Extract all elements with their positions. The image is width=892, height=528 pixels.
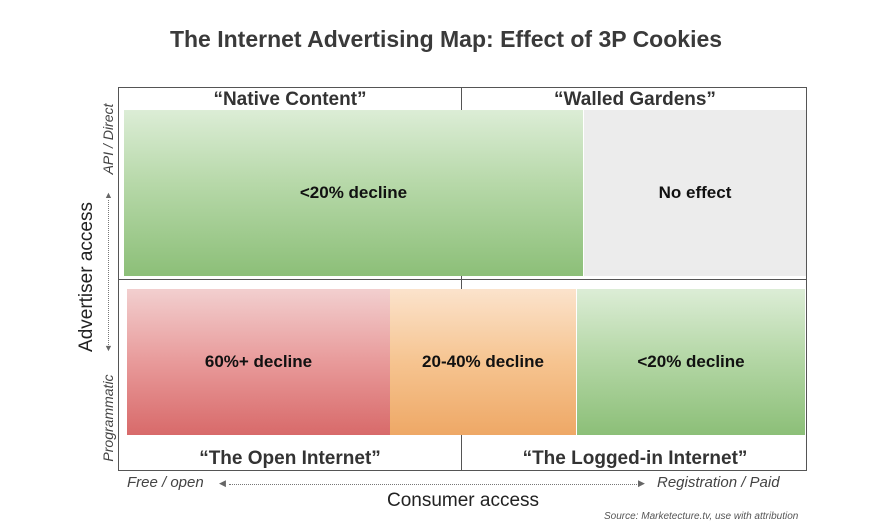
native-content-label: “Native Content”: [213, 89, 367, 110]
chart-title: The Internet Advertising Map: Effect of …: [169, 26, 723, 52]
logged-in-effect-label: <20% decline: [637, 352, 745, 371]
y-axis-top-tick: API / Direct: [100, 103, 116, 175]
native-content-effect-label: <20% decline: [299, 183, 408, 202]
open-internet-effect-box: 60%+ decline: [127, 289, 390, 435]
open-internet-effect-label: 60%+ decline: [204, 352, 313, 371]
walled-gardens-effect-box: No effect: [584, 110, 806, 276]
source-credit: Source: Marketecture.tv, use with attrib…: [604, 511, 799, 522]
y-axis-bottom-tick: Programmatic: [100, 374, 116, 462]
x-arrow-left-icon: ◀: [219, 478, 226, 488]
y-axis-dotted-line: [108, 200, 109, 345]
y-arrow-down-icon: ▼: [104, 343, 113, 353]
y-arrow-up-icon: ▲: [104, 190, 113, 200]
logged-in-internet-label: “The Logged-in Internet”: [522, 448, 748, 469]
x-axis-right-tick: Registration / Paid: [657, 474, 780, 491]
horizontal-divider: [118, 279, 807, 280]
x-axis-dotted-line: [229, 484, 639, 485]
walled-gardens-effect-label: No effect: [658, 183, 732, 202]
middle-effect-label: 20-40% decline: [422, 352, 544, 371]
x-axis-left-tick: Free / open: [127, 474, 204, 491]
x-arrow-right-icon: ▶: [638, 478, 645, 488]
open-internet-label: “The Open Internet”: [199, 448, 381, 469]
middle-effect-box: 20-40% decline: [390, 289, 576, 435]
walled-gardens-label: “Walled Gardens”: [554, 89, 716, 110]
native-content-effect-box: <20% decline: [124, 110, 583, 276]
y-axis-title: Advertiser access: [76, 202, 97, 352]
logged-in-effect-box: <20% decline: [577, 289, 805, 435]
x-axis-title: Consumer access: [386, 490, 540, 511]
